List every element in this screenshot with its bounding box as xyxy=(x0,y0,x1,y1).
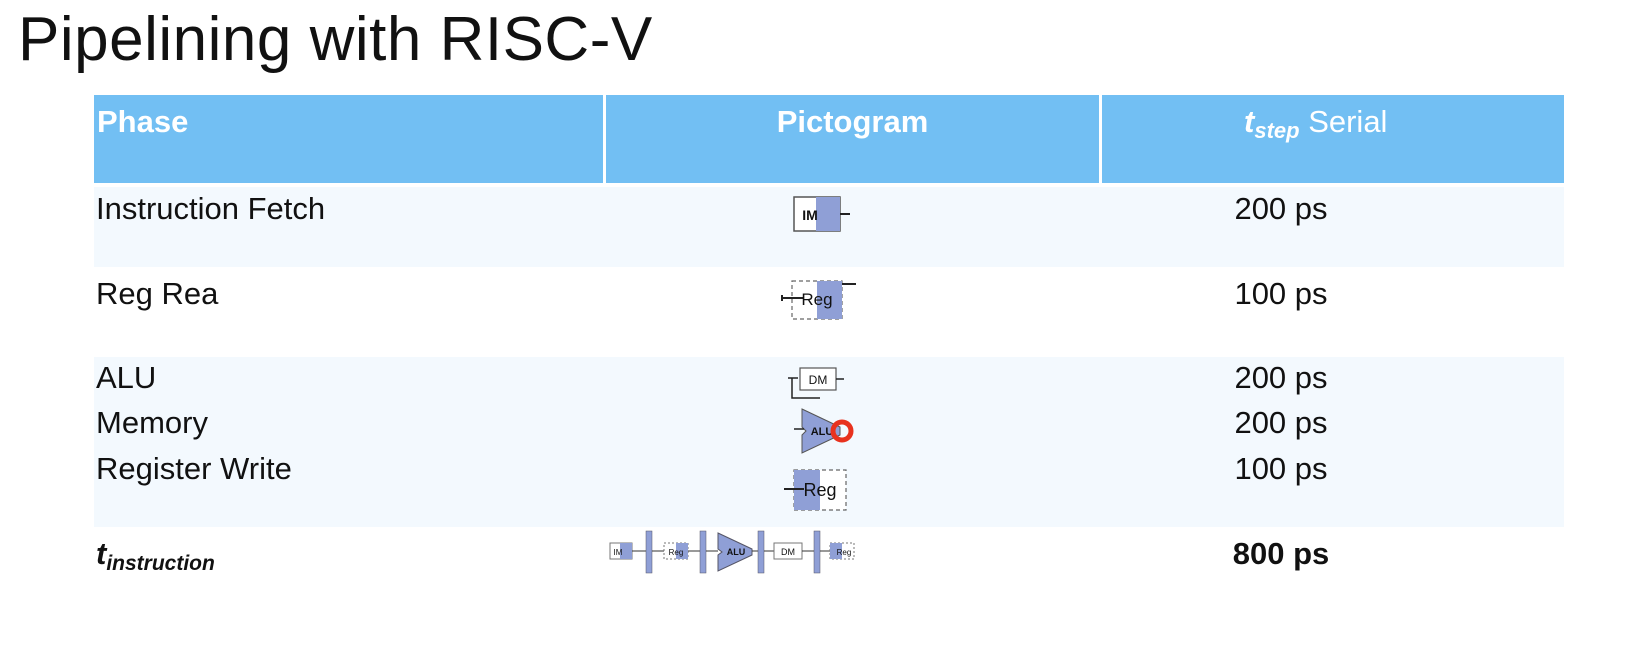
pointer-circle xyxy=(830,419,854,443)
tstep-value: 100 ps xyxy=(1234,451,1328,486)
reg-read-icon: Reg xyxy=(781,280,856,320)
svg-text:Reg: Reg xyxy=(801,290,832,309)
phase-label: Memory xyxy=(96,405,208,440)
phase-label: Register Write xyxy=(96,451,292,486)
header-tstep-serial: tstep Serial xyxy=(1102,95,1564,183)
svg-text:DM: DM xyxy=(781,547,795,557)
im-block-icon: IM xyxy=(793,196,850,232)
total-value: 800 ps xyxy=(1232,536,1330,571)
dm-block-icon: DM xyxy=(788,367,844,399)
total-label: tinstruction xyxy=(96,536,215,575)
pipeline-datapath-icon: IM Reg ALU DM Reg xyxy=(609,530,855,574)
tstep-value: 200 ps xyxy=(1234,191,1328,226)
svg-text:Reg: Reg xyxy=(837,548,852,557)
header-phase: Phase xyxy=(94,95,603,183)
reg-write-icon: Reg xyxy=(784,469,847,511)
svg-text:IM: IM xyxy=(614,548,623,557)
svg-text:IM: IM xyxy=(802,207,818,223)
svg-text:ALU: ALU xyxy=(811,426,834,438)
alu-icon: ALU xyxy=(794,408,854,454)
svg-text:ALU: ALU xyxy=(727,547,746,557)
phase-label: Reg Rea xyxy=(96,276,219,311)
tstep-value: 200 ps xyxy=(1234,405,1328,440)
tstep-value: 100 ps xyxy=(1234,276,1328,311)
tstep-value: 200 ps xyxy=(1234,360,1328,395)
svg-text:Reg: Reg xyxy=(803,480,836,500)
header-pictogram: Pictogram xyxy=(606,95,1099,183)
phase-label: ALU xyxy=(96,360,157,395)
page-title: Pipelining with RISC-V xyxy=(18,5,653,74)
svg-text:DM: DM xyxy=(809,373,828,387)
svg-text:Reg: Reg xyxy=(669,548,684,557)
phase-label: Instruction Fetch xyxy=(96,191,326,226)
